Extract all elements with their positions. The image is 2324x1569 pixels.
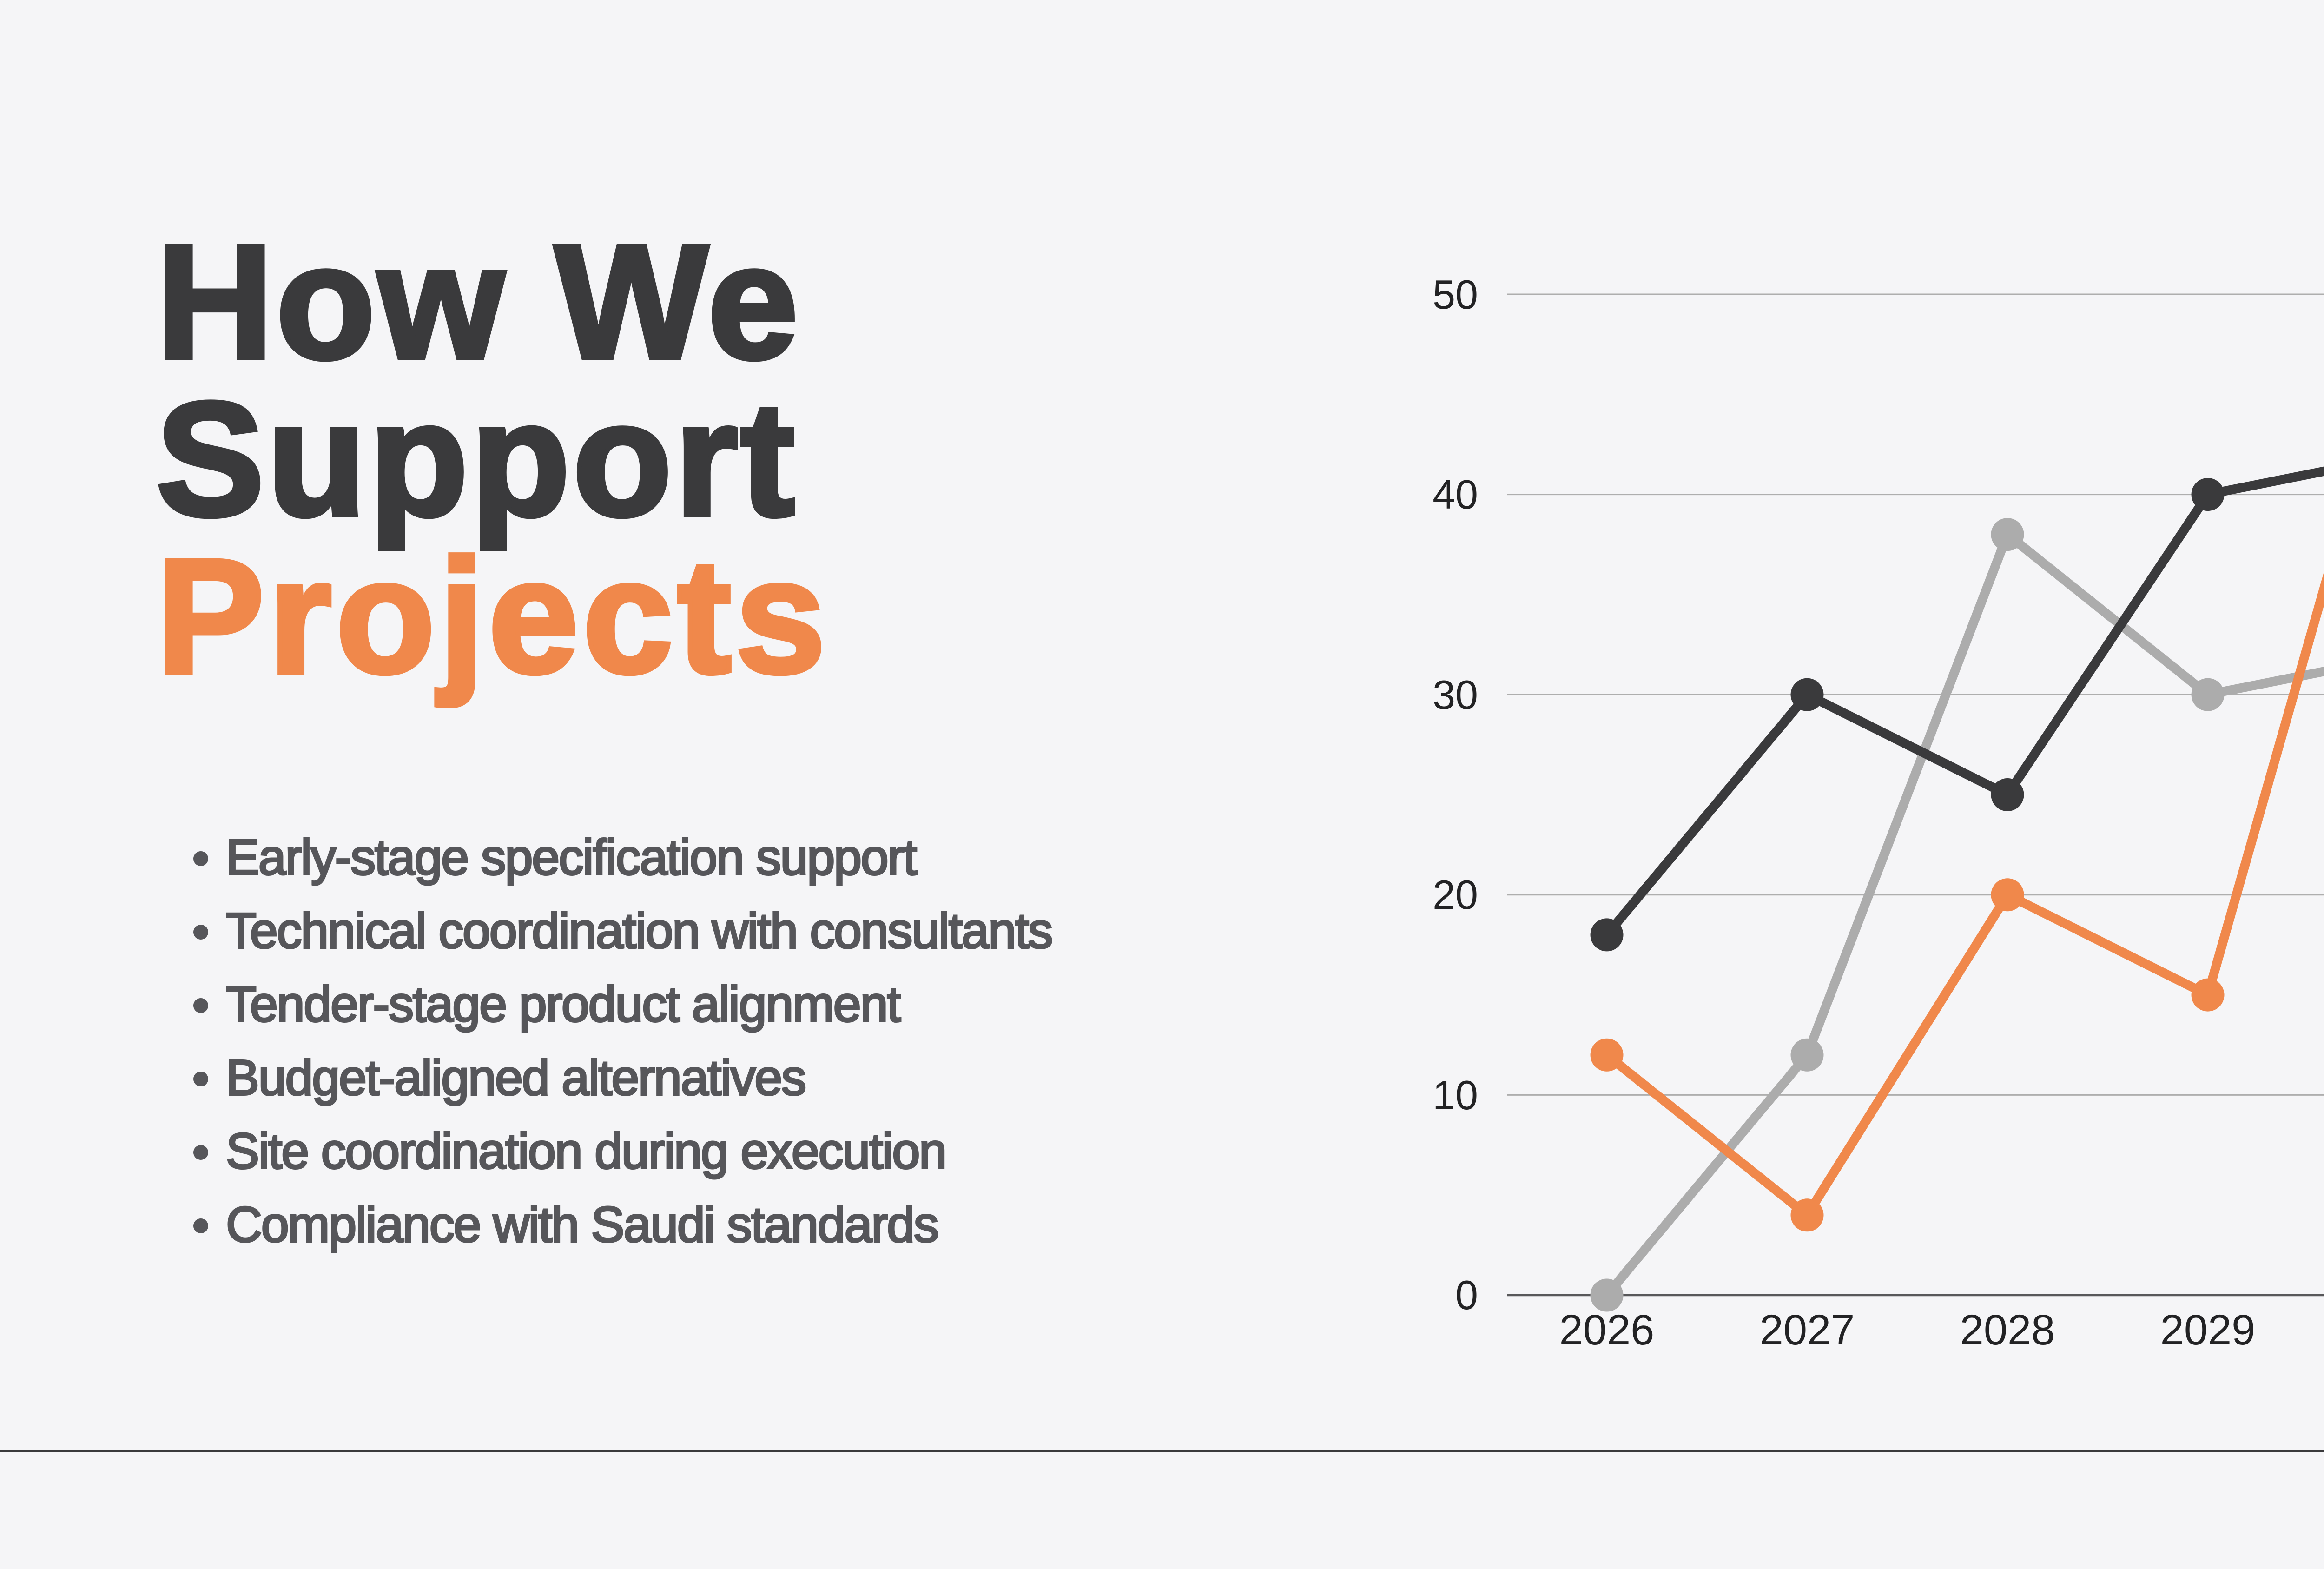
svg-text:30: 30 [1433, 672, 1478, 718]
svg-text:40: 40 [1433, 471, 1478, 517]
svg-text:2026: 2026 [1559, 1306, 1655, 1354]
svg-text:10: 10 [1433, 1072, 1478, 1118]
svg-text:2029: 2029 [2160, 1306, 2256, 1354]
svg-text:50: 50 [1433, 271, 1478, 318]
svg-text:0: 0 [1455, 1272, 1478, 1318]
svg-text:2027: 2027 [1760, 1306, 1855, 1354]
svg-text:2028: 2028 [1960, 1306, 2055, 1354]
svg-text:20: 20 [1433, 872, 1478, 918]
